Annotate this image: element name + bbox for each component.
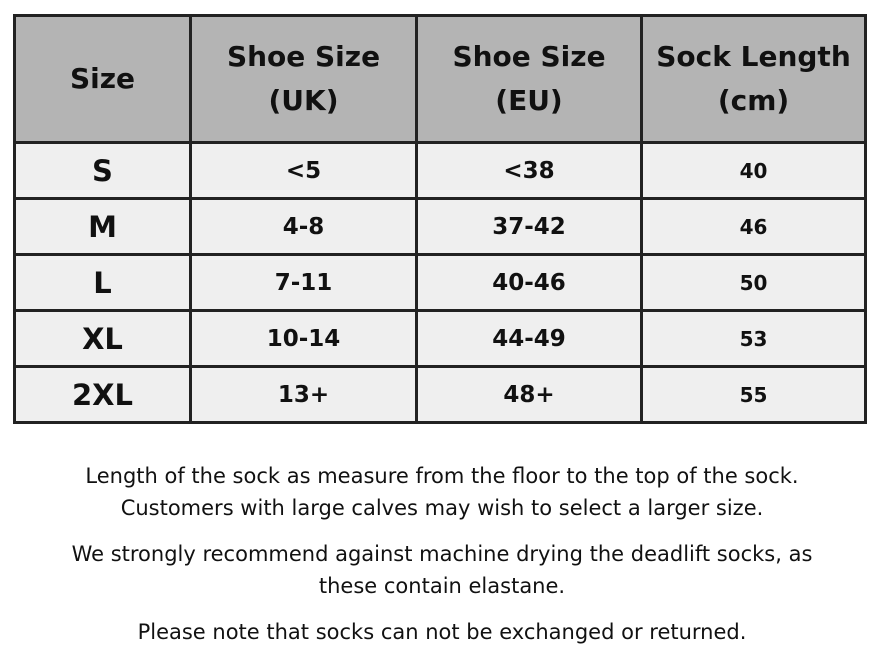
table-row: 2XL 13+ 48+ 55 [13,365,867,424]
table-row: L 7-11 40-46 50 [13,253,867,312]
header-line: (cm) [717,84,790,117]
cell-size: XL [13,309,192,368]
cell-size: S [13,141,192,200]
header-line: Shoe Size [226,40,381,73]
cell-sock-length: 40 [640,141,867,200]
cell-sock-length: 53 [640,309,867,368]
table-row: M 4-8 37-42 46 [13,197,867,256]
cell-size: M [13,197,192,256]
note-line: Please note that socks can not be exchan… [137,620,747,644]
table-row: XL 10-14 44-49 53 [13,309,867,368]
note-paragraph: Length of the sock as measure from the f… [0,460,884,524]
header-size: Size [13,14,192,144]
header-row: Size Shoe Size (UK) Shoe Size (EU) Sock Le… [13,14,867,144]
note-line: these contain elastane. [318,574,566,598]
cell-shoe-eu: 44-49 [415,309,643,368]
cell-shoe-uk: 13+ [189,365,418,424]
note-paragraph: We strongly recommend against machine dr… [0,538,884,602]
cell-shoe-eu: 40-46 [415,253,643,312]
size-chart-table: Size Shoe Size (UK) Shoe Size (EU) Sock Le… [13,14,867,424]
cell-shoe-uk: <5 [189,141,418,200]
header-line: (EU) [495,84,563,117]
note-line: We strongly recommend against machine dr… [71,542,813,566]
note-paragraph: Please note that socks can not be exchan… [0,616,884,648]
cell-shoe-uk: 4-8 [189,197,418,256]
header-line: (UK) [268,84,339,117]
header-line: Size [69,62,136,95]
note-line: Length of the sock as measure from the f… [85,464,799,488]
cell-sock-length: 50 [640,253,867,312]
cell-shoe-uk: 7-11 [189,253,418,312]
header-shoe-eu: Shoe Size (EU) [415,14,643,144]
cell-shoe-uk: 10-14 [189,309,418,368]
cell-shoe-eu: <38 [415,141,643,200]
notes: Length of the sock as measure from the f… [0,460,884,662]
cell-sock-length: 46 [640,197,867,256]
cell-size: 2XL [13,365,192,424]
table-row: S <5 <38 40 [13,141,867,200]
header-shoe-uk: Shoe Size (UK) [189,14,418,144]
note-line: Customers with large calves may wish to … [120,496,764,520]
header-line: Sock Length [656,40,851,73]
cell-size: L [13,253,192,312]
header-line: Shoe Size [452,40,606,73]
cell-shoe-eu: 48+ [415,365,643,424]
header-sock-length: Sock Length (cm) [640,14,867,144]
cell-shoe-eu: 37-42 [415,197,643,256]
cell-sock-length: 55 [640,365,867,424]
